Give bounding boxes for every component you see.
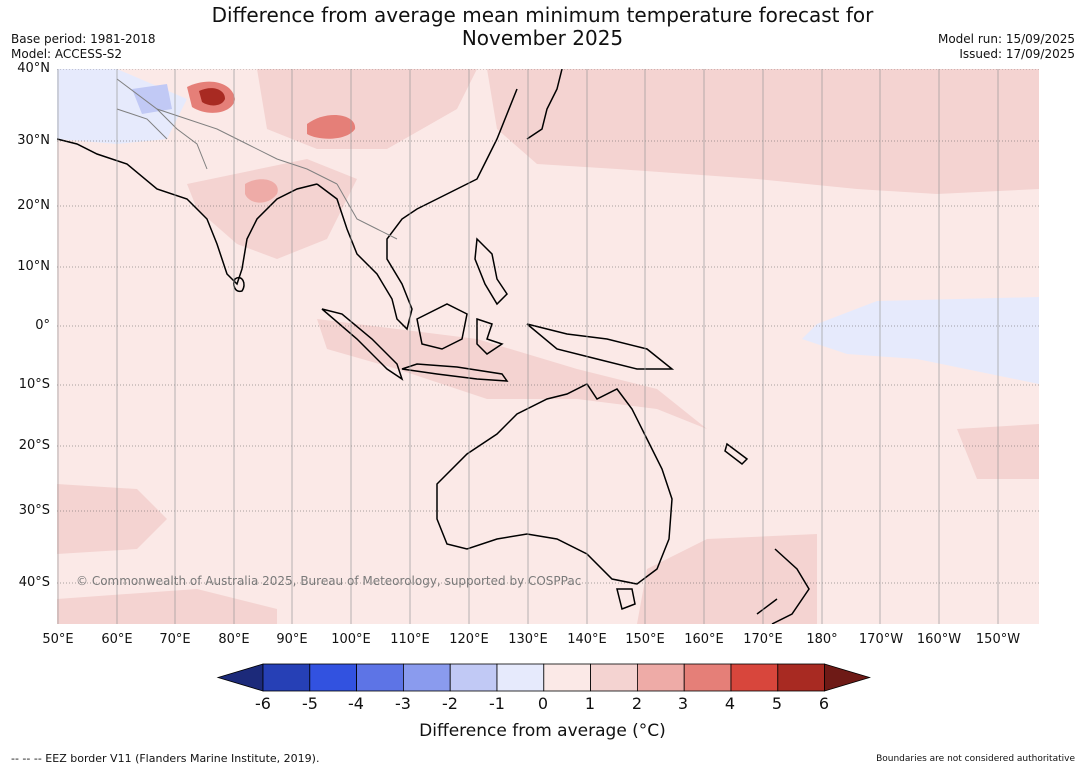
coast-new-guinea — [526, 323, 675, 370]
lon-label-60e: 60°E — [101, 632, 133, 647]
forecast-map[interactable] — [57, 69, 1039, 624]
warm-spot-china — [307, 114, 356, 139]
colorbar — [216, 663, 871, 692]
lat-label-40s: 40°S — [18, 575, 50, 590]
eez-border-note: -- -- -- EEZ border V11 (Flanders Marine… — [11, 752, 320, 765]
colorbar-segment — [636, 663, 685, 692]
cb-tick--1: -1 — [489, 694, 505, 713]
cb-tick--4: -4 — [348, 694, 364, 713]
colorbar-extend-low — [216, 663, 264, 692]
model-name: Model: ACCESS-S2 — [11, 47, 123, 61]
meta-right: Model run: 15/09/2025 Issued: 17/09/2025 — [938, 32, 1075, 62]
warm-region-south-pacific — [637, 534, 817, 624]
lon-label-150w: 150°W — [975, 632, 1021, 647]
lon-label-110e: 110°E — [390, 632, 430, 647]
hot-spot-himalaya-core — [199, 88, 225, 106]
coast-arabia-india — [57, 138, 318, 286]
coast-new-zealand — [756, 548, 810, 624]
cb-tick-3: 3 — [677, 694, 689, 713]
lon-label-160e: 160°E — [684, 632, 724, 647]
base-period: Base period: 1981-2018 — [11, 32, 156, 46]
warm-region-southwest — [57, 589, 277, 624]
warm-region-indonesia — [317, 319, 707, 429]
lon-label-140e: 140°E — [567, 632, 607, 647]
map-title: Difference from average mean minimum tem… — [0, 4, 1085, 50]
cb-tick--5: -5 — [302, 694, 318, 713]
lat-label-10n: 10°N — [17, 259, 50, 274]
colorbar-segment — [262, 663, 311, 692]
lat-label-40n: 40°N — [17, 61, 50, 76]
longitude-gridlines — [57, 69, 999, 624]
colorbar-segment — [777, 663, 825, 692]
colorbar-segments — [216, 663, 871, 692]
cb-tick--6: -6 — [255, 694, 271, 713]
coast-southeast-asia — [316, 88, 518, 331]
coast-australia — [436, 383, 673, 585]
colorbar-segment — [590, 663, 638, 692]
meta-left: Base period: 1981-2018 Model: ACCESS-S2 — [11, 32, 156, 62]
cool-spot-asia — [132, 84, 172, 114]
colorbar-segment — [683, 663, 732, 692]
lon-label-160w: 160°W — [916, 632, 962, 647]
lon-label-120e: 120°E — [449, 632, 489, 647]
lon-label-170w: 170°W — [858, 632, 904, 647]
warm-region-india — [187, 159, 357, 259]
warm-region-central-asia — [257, 69, 477, 149]
lat-label-20s: 20°S — [18, 438, 50, 453]
coast-philippines — [474, 237, 508, 306]
model-run: Model run: 15/09/2025 — [937, 32, 1075, 46]
cb-tick-2: 2 — [631, 694, 643, 713]
cool-region-east-pacific — [802, 297, 1039, 384]
lon-label-90e: 90°E — [276, 632, 308, 647]
coast-sumatra — [321, 308, 404, 381]
cb-tick-0: 0 — [537, 694, 549, 713]
country-borders — [116, 78, 398, 240]
colorbar-segment — [309, 663, 358, 692]
colorbar-segment — [730, 663, 779, 692]
anomaly-shading — [57, 69, 1039, 624]
coast-borneo — [416, 303, 468, 350]
lon-label-150e: 150°E — [625, 632, 665, 647]
lon-label-70e: 70°E — [159, 632, 191, 647]
lon-label-100e: 100°E — [331, 632, 371, 647]
colorbar-segment — [543, 663, 591, 692]
warm-region-south-indian — [57, 484, 167, 554]
lon-label-130e: 130°E — [508, 632, 548, 647]
coast-japan — [526, 69, 563, 140]
coast-java — [401, 363, 509, 382]
coast-tasmania — [616, 588, 636, 611]
coast-sulawesi — [476, 317, 504, 355]
title-line-2: November 2025 — [461, 26, 624, 50]
lat-label-10s: 10°S — [18, 377, 50, 392]
lon-label-170e: 170°E — [743, 632, 783, 647]
colorbar-segment — [449, 663, 498, 692]
copyright-notice: © Commonwealth of Australia 2025, Bureau… — [76, 574, 582, 588]
lon-label-50e: 50°E — [42, 632, 74, 647]
cb-tick-1: 1 — [584, 694, 596, 713]
cb-tick--3: -3 — [395, 694, 411, 713]
lat-label-20n: 20°N — [17, 198, 50, 213]
cb-tick-4: 4 — [724, 694, 736, 713]
warm-spot-india-north — [245, 179, 278, 203]
boundaries-disclaimer: Boundaries are not considered authoritat… — [876, 754, 1075, 764]
lon-label-80e: 80°E — [218, 632, 250, 647]
colorbar-segment — [496, 663, 545, 692]
coastlines — [57, 69, 810, 624]
coast-new-caledonia — [724, 442, 749, 465]
cb-tick-6: 6 — [818, 694, 830, 713]
colorbar-segment — [356, 663, 404, 692]
lat-label-0: 0° — [35, 318, 50, 333]
title-line-1: Difference from average mean minimum tem… — [211, 3, 874, 27]
colorbar-label: Difference from average (°C) — [419, 721, 666, 741]
colorbar-segment — [402, 663, 451, 692]
cb-tick-5: 5 — [771, 694, 783, 713]
lat-label-30n: 30°N — [17, 133, 50, 148]
map-canvas — [57, 69, 1039, 624]
colorbar-extend-high — [824, 663, 871, 692]
lon-label-180: 180° — [806, 632, 838, 647]
issued-date: Issued: 17/09/2025 — [959, 47, 1075, 61]
cb-tick--2: -2 — [442, 694, 458, 713]
lat-label-30s: 30°S — [18, 503, 50, 518]
